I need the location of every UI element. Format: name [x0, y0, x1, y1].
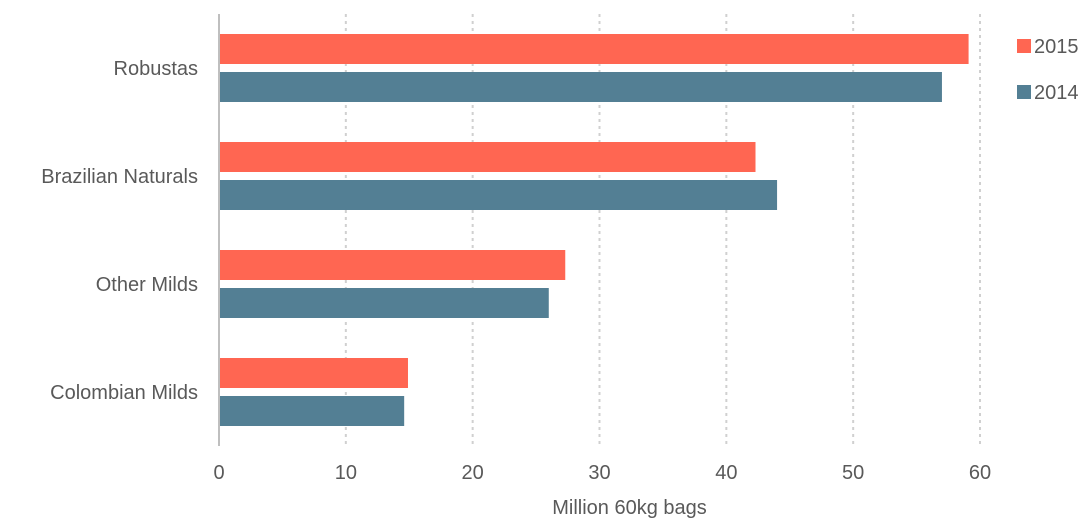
- bar-2014-3: [219, 396, 405, 426]
- bar-2015-2: [219, 250, 566, 280]
- bar-2014-2: [219, 288, 549, 318]
- x-tick-labels: 0 10 20 30 40 50 60: [213, 462, 991, 484]
- bar-2015-3: [219, 358, 408, 388]
- legend-swatch-2014: [1017, 85, 1031, 99]
- x-tick-label: 50: [842, 462, 864, 484]
- bar-2015-0: [219, 34, 969, 64]
- x-tick-label: 40: [715, 462, 737, 484]
- bars: [219, 34, 969, 426]
- bar-2014-1: [219, 180, 778, 210]
- x-tick-label: 10: [335, 462, 357, 484]
- x-tick-label: 0: [213, 462, 224, 484]
- legend-swatch-2015: [1017, 39, 1031, 53]
- category-label: Colombian Milds: [50, 382, 198, 404]
- x-tick-label: 30: [588, 462, 610, 484]
- category-label: Robustas: [114, 58, 199, 80]
- category-labels: Robustas Brazilian Naturals Other Milds Col…: [41, 58, 198, 404]
- x-axis-title: Million 60kg bags: [552, 497, 707, 519]
- legend: 2015 2014: [1017, 36, 1079, 104]
- x-tick-label: 60: [969, 462, 991, 484]
- category-label: Brazilian Naturals: [41, 166, 198, 188]
- x-tick-label: 20: [462, 462, 484, 484]
- legend-label-2015: 2015: [1034, 36, 1079, 58]
- bar-2014-0: [219, 72, 942, 102]
- legend-label-2014: 2014: [1034, 82, 1079, 104]
- bar-2015-1: [219, 142, 756, 172]
- category-label: Other Milds: [96, 274, 198, 296]
